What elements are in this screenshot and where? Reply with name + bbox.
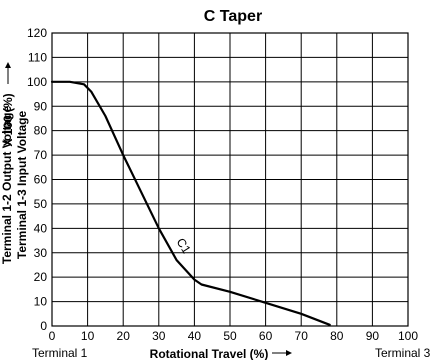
terminal-3-label: Terminal 3 <box>375 346 431 360</box>
y-tick-label: 20 <box>34 270 48 284</box>
y-axis-label-suffix: X 100 (%) <box>1 93 15 146</box>
y-axis-label-group: Terminal 1-2 Output Voltage Terminal 1-3… <box>0 106 29 265</box>
y-tick-label: 10 <box>34 295 48 309</box>
y-axis-suffix-group: X 100 (%) <box>1 93 15 146</box>
terminal-1-label: Terminal 1 <box>32 346 88 360</box>
y-tick-label: 40 <box>34 221 48 235</box>
y-axis-arrow <box>5 62 11 84</box>
y-tick-label: 110 <box>28 50 47 64</box>
y-tick-label: 60 <box>34 173 48 187</box>
y-axis-label-line1: Terminal 1-2 Output Voltage <box>0 106 14 265</box>
x-tick-label: 20 <box>117 329 131 343</box>
y-tick-label: 90 <box>34 99 48 113</box>
grid-lines <box>51 32 409 327</box>
y-tick-label: 0 <box>40 319 47 333</box>
series-line-c1 <box>50 80 331 326</box>
y-tick-label: 100 <box>27 75 47 89</box>
x-tick-label: 50 <box>223 329 237 343</box>
x-tick-label: 70 <box>295 329 309 343</box>
y-tick-label: 50 <box>34 197 48 211</box>
plot-frame <box>51 32 409 327</box>
x-axis-label: Rotational Travel (%) <box>150 347 269 360</box>
y-tick-label: 30 <box>34 246 48 260</box>
y-tick-label: 80 <box>34 124 48 138</box>
x-tick-label: 80 <box>330 329 344 343</box>
tick-labels: 0 10 20 30 40 50 60 70 80 90 100 0 10 20 30 40 50 60 70 80 9… <box>27 26 418 343</box>
y-axis-label-line2: Terminal 1-3 Input Voltage <box>15 111 29 260</box>
x-tick-label: 100 <box>398 329 418 343</box>
chart-title: C Taper <box>204 8 262 25</box>
series-layer <box>50 80 331 326</box>
x-tick-label: 0 <box>49 329 56 343</box>
x-tick-label: 90 <box>366 329 380 343</box>
y-tick-label: 70 <box>34 148 48 162</box>
x-tick-label: 60 <box>259 329 273 343</box>
y-tick-label: 120 <box>27 26 47 40</box>
x-tick-label: 30 <box>152 329 166 343</box>
x-tick-label: 40 <box>188 329 202 343</box>
x-tick-label: 10 <box>81 329 95 343</box>
x-axis-arrow <box>272 350 292 356</box>
